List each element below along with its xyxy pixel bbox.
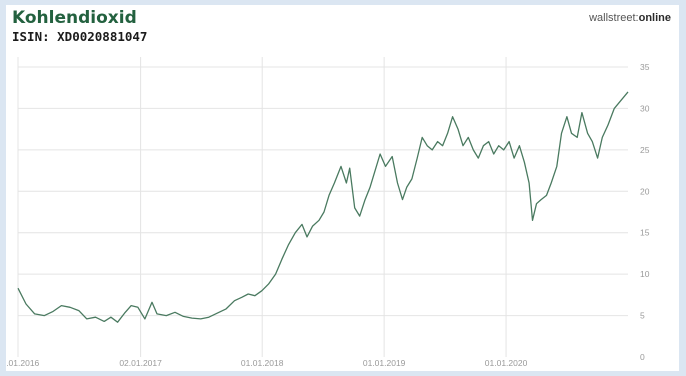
series-layer [17, 91, 629, 323]
y-tick-label: 20 [640, 186, 650, 196]
axis-ticks: 0 5 10 15 20 25 30 35 01.01.2016 02.01.2017 01.01.… [6, 62, 650, 368]
y-tick-label: 35 [640, 62, 650, 72]
x-tick-label: 01.01.2016 [6, 358, 40, 368]
y-tick-label: 10 [640, 269, 650, 279]
x-tick-label: 02.01.2017 [119, 358, 162, 368]
brand-logo: wallstreet:online [589, 12, 671, 24]
y-tick-label: 30 [640, 103, 650, 113]
chart-title: Kohlendioxid [12, 8, 137, 28]
y-tick-label: 5 [640, 311, 645, 321]
price-line [17, 91, 629, 323]
grid-lines [17, 57, 628, 357]
x-tick-label: 01.01.2020 [485, 358, 528, 368]
x-tick-label: 01.01.2018 [241, 358, 284, 368]
price-chart: 0 5 10 15 20 25 30 35 01.01.2016 02.01.2017 01.01.… [6, 57, 650, 368]
brand-logo-text-2: online [638, 12, 671, 24]
chart-panel: Kohlendioxid ISIN: XD0020881047 wallstre… [6, 5, 679, 371]
brand-logo-text-1: wallstreet: [589, 12, 639, 24]
isin-subtitle: ISIN: XD0020881047 [12, 29, 148, 44]
y-tick-label: 25 [640, 145, 650, 155]
y-tick-label: 15 [640, 228, 650, 238]
y-tick-label: 0 [640, 352, 645, 362]
x-tick-label: 01.01.2019 [363, 358, 406, 368]
